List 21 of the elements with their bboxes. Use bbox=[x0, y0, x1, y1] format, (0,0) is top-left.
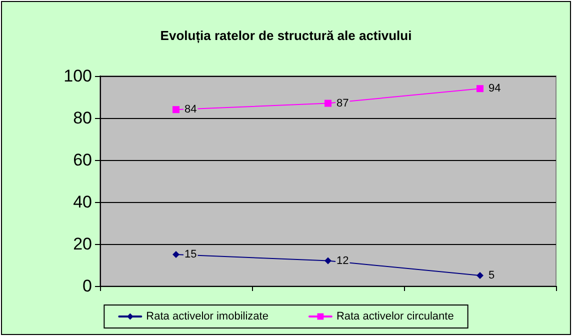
point bbox=[324, 257, 332, 264]
y-tick-label: 80 bbox=[73, 108, 92, 128]
y-tick-label: 0 bbox=[82, 276, 92, 296]
data-label: 84 bbox=[184, 104, 197, 116]
point bbox=[172, 251, 180, 258]
chart-title: Evoluția ratelor de structură ale activului bbox=[160, 28, 412, 44]
y-tick-label: 20 bbox=[73, 234, 92, 254]
point bbox=[172, 106, 180, 114]
data-label: 94 bbox=[488, 82, 501, 95]
point bbox=[476, 272, 484, 279]
point bbox=[324, 100, 332, 107]
data-label: 5 bbox=[488, 270, 495, 282]
data-label: 12 bbox=[336, 254, 349, 267]
data-label: 15 bbox=[184, 248, 197, 260]
y-tick-label: 40 bbox=[73, 192, 92, 212]
legend-label: Rata activelor circulante bbox=[336, 310, 454, 322]
legend-label: Rata activelor imobilizate bbox=[146, 310, 268, 322]
y-tick-label: 100 bbox=[64, 66, 92, 86]
data-label: 87 bbox=[336, 97, 349, 110]
point bbox=[476, 85, 484, 92]
y-tick-label: 60 bbox=[73, 150, 92, 170]
